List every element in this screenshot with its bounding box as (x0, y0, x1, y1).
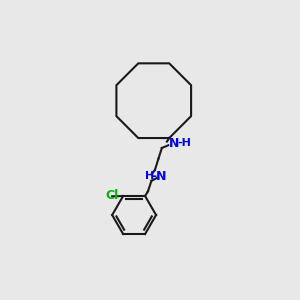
Text: -N: -N (152, 170, 167, 183)
Text: H: H (145, 171, 154, 181)
Text: -H: -H (178, 138, 191, 148)
Text: Cl: Cl (105, 189, 119, 202)
Text: N: N (169, 137, 179, 150)
